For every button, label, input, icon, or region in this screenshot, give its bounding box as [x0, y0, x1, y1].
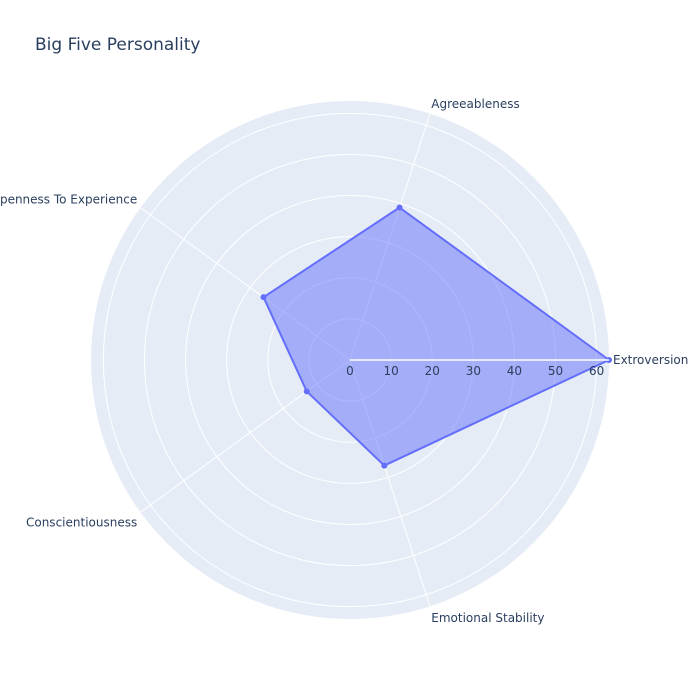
category-label: Openness To Experience: [0, 192, 137, 206]
series-area: [262, 206, 610, 467]
radial-tick-label: 40: [507, 364, 522, 378]
data-point[interactable]: [303, 388, 310, 395]
category-label: Conscientiousness: [26, 516, 137, 530]
radial-tick-label: 50: [548, 364, 563, 378]
radial-tick-label: 60: [589, 364, 604, 378]
radial-axis: 0 10 20 30 40 50 60: [346, 359, 609, 378]
radial-tick-label: 30: [466, 364, 481, 378]
angular-axis-labels: Extroversion Agreeableness Openness To Exp…: [0, 97, 688, 625]
data-point[interactable]: [396, 204, 403, 211]
radial-tick-label: 0: [346, 364, 354, 378]
data-point[interactable]: [381, 462, 388, 469]
category-label: Extroversion: [613, 353, 688, 367]
radial-tick-label: 10: [383, 364, 398, 378]
category-label: Emotional Stability: [431, 611, 544, 625]
data-point[interactable]: [260, 294, 267, 301]
series-layer: [260, 204, 612, 469]
radial-tick-label: 20: [425, 364, 440, 378]
category-label: Agreeableness: [431, 97, 519, 111]
chart-title: Big Five Personality: [35, 35, 200, 55]
